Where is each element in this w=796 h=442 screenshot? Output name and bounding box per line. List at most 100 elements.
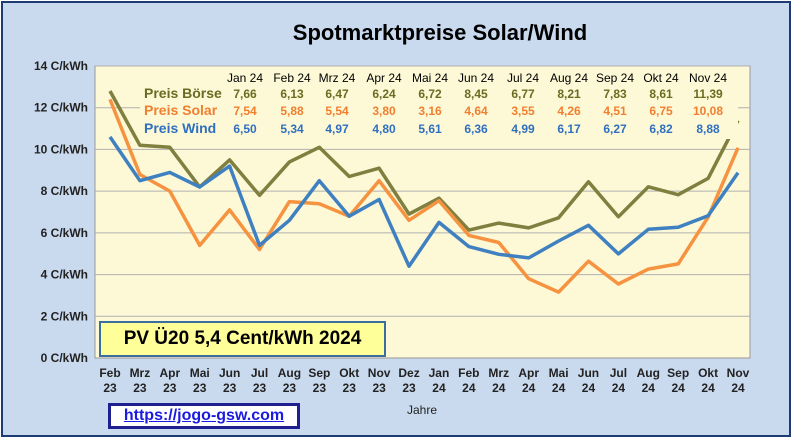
table-value: 5,54 — [325, 104, 349, 118]
table-value: 11,39 — [693, 87, 723, 101]
x-tick-month: Nov — [368, 366, 391, 380]
x-tick-year: 24 — [492, 381, 506, 395]
table-value: 6,17 — [557, 122, 581, 136]
x-tick-year: 24 — [462, 381, 476, 395]
x-tick-year: 24 — [522, 381, 536, 395]
x-tick-year: 24 — [672, 381, 686, 395]
table-month-header: Mai 24 — [412, 71, 448, 85]
table-value: 8,61 — [649, 87, 673, 101]
table-month-header: Jul 24 — [507, 71, 539, 85]
x-tick-month: Feb — [458, 366, 479, 380]
table-value: 6,24 — [372, 87, 396, 101]
x-tick-month: Okt — [339, 366, 359, 380]
series-line — [108, 98, 740, 294]
x-tick-year: 23 — [223, 381, 237, 395]
y-tick-label: 14 C/kWh — [34, 59, 88, 73]
table-value: 6,50 — [233, 122, 257, 136]
x-tick-month: Jun — [219, 366, 240, 380]
table-row-name: Preis Börse — [144, 85, 222, 101]
y-tick-label: 12 C/kWh — [34, 101, 88, 115]
y-tick-label: 4 C/kWh — [41, 268, 88, 282]
table-value: 4,97 — [325, 122, 349, 136]
table-value: 5,88 — [280, 104, 304, 118]
x-tick-month: Jun — [578, 366, 599, 380]
x-tick-year: 23 — [133, 381, 147, 395]
x-tick-year: 24 — [642, 381, 656, 395]
table-month-header: Feb 24 — [273, 71, 311, 85]
table-value: 6,13 — [280, 87, 304, 101]
table-month-header: Jun 24 — [458, 71, 494, 85]
table-value: 6,77 — [511, 87, 535, 101]
data-table: Jan 24 Feb 24 Mrz 24 Apr 24 Mai 24 Jun 24 Jul … — [140, 69, 738, 139]
x-tick-month: Feb — [99, 366, 120, 380]
table-value: 7,54 — [233, 104, 257, 118]
x-tick-year: 23 — [402, 381, 416, 395]
table-month-header: Apr 24 — [366, 71, 402, 85]
x-tick-month: Aug — [278, 366, 301, 380]
table-month-header: Okt 24 — [643, 71, 679, 85]
x-tick-year: 24 — [432, 381, 446, 395]
series-line — [108, 90, 740, 232]
x-tick-year: 24 — [582, 381, 596, 395]
table-value: 8,45 — [464, 87, 488, 101]
x-tick-month: Apr — [518, 366, 539, 380]
x-tick-month: Sep — [667, 366, 689, 380]
x-axis-label: Jahre — [407, 403, 437, 417]
table-month-header: Sep 24 — [596, 71, 634, 85]
x-tick-year: 23 — [193, 381, 207, 395]
table-value: 10,08 — [693, 104, 723, 118]
table-value: 4,80 — [372, 122, 396, 136]
x-tick-year: 23 — [372, 381, 386, 395]
pv-annotation: PV Ü20 5,4 Cent/kWh 2024 — [99, 321, 386, 357]
table-value: 3,80 — [372, 104, 396, 118]
table-value: 8,88 — [696, 122, 720, 136]
y-tick-label: 0 C/kWh — [41, 351, 88, 365]
x-tick-year: 23 — [103, 381, 117, 395]
table-value: 6,47 — [325, 87, 349, 101]
table-value: 4,26 — [557, 104, 581, 118]
website-link-box: https://jogo-gsw.com — [108, 403, 300, 429]
x-tick-year: 23 — [253, 381, 267, 395]
x-tick-year: 24 — [731, 381, 745, 395]
x-tick-month: Mai — [549, 366, 569, 380]
x-tick-month: Okt — [698, 366, 718, 380]
x-tick-month: Jan — [429, 366, 450, 380]
table-month-header: Jan 24 — [227, 71, 263, 85]
x-tick-month: Mai — [190, 366, 210, 380]
table-value: 3,16 — [418, 104, 442, 118]
x-tick-month: Jul — [251, 366, 268, 380]
series-line — [108, 135, 740, 268]
x-tick-year: 24 — [701, 381, 715, 395]
x-tick-year: 23 — [163, 381, 177, 395]
x-tick-year: 24 — [552, 381, 566, 395]
x-tick-year: 24 — [612, 381, 626, 395]
x-tick-year: 23 — [313, 381, 327, 395]
table-value: 4,51 — [603, 104, 627, 118]
y-axis-ticks: 0 C/kWh 2 C/kWh 4 C/kWh 6 C/kWh 8 C/kWh 10 C/… — [34, 59, 88, 365]
chart-title: Spotmarktpreise Solar/Wind — [293, 20, 587, 45]
table-value: 4,99 — [511, 122, 535, 136]
x-tick-month: Apr — [159, 366, 180, 380]
table-value: 6,36 — [464, 122, 488, 136]
y-tick-label: 6 C/kWh — [41, 226, 88, 240]
table-row-name: Preis Solar — [144, 102, 218, 118]
y-tick-label: 8 C/kWh — [41, 184, 88, 198]
table-value: 6,72 — [418, 87, 442, 101]
table-value: 4,64 — [464, 104, 488, 118]
y-tick-label: 10 C/kWh — [34, 142, 88, 156]
table-value: 6,75 — [649, 104, 673, 118]
table-background — [140, 69, 738, 139]
table-value: 5,61 — [418, 122, 442, 136]
x-tick-month: Nov — [727, 366, 750, 380]
x-tick-month: Mrz — [488, 366, 509, 380]
website-link[interactable]: https://jogo-gsw.com — [123, 407, 285, 424]
table-value: 7,66 — [233, 87, 257, 101]
table-month-header: Nov 24 — [689, 71, 727, 85]
table-value: 3,55 — [511, 104, 535, 118]
table-value: 8,21 — [557, 87, 581, 101]
series-lines — [108, 90, 740, 294]
table-month-header: Aug 24 — [550, 71, 588, 85]
table-value: 6,82 — [649, 122, 673, 136]
y-tick-label: 2 C/kWh — [41, 309, 88, 323]
